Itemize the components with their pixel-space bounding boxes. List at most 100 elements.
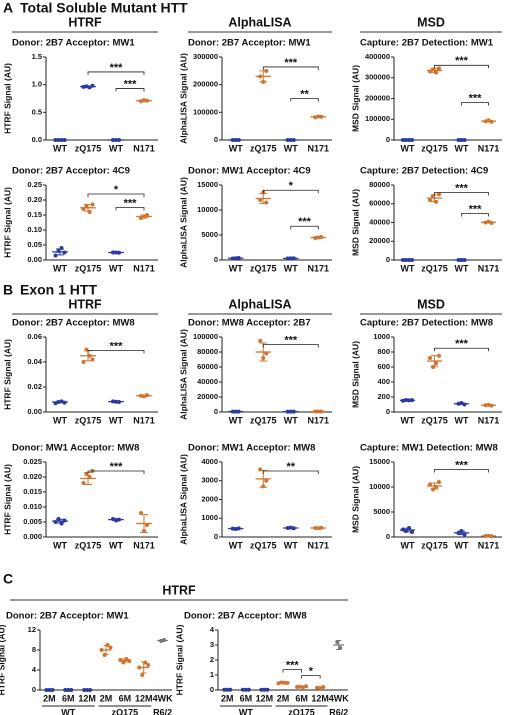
y-tick-label: 800 bbox=[377, 347, 390, 356]
y-tick-label: 600 bbox=[377, 362, 390, 371]
y-tick-label: 15000 bbox=[197, 180, 218, 189]
data-point bbox=[261, 79, 266, 84]
data-point bbox=[431, 67, 435, 72]
data-point bbox=[313, 236, 318, 240]
data-point bbox=[428, 482, 432, 487]
y-tick-label: 0 bbox=[214, 135, 218, 144]
x-tick-label: WT bbox=[401, 143, 415, 153]
data-point bbox=[291, 138, 296, 142]
data-point bbox=[87, 210, 92, 214]
data-point bbox=[319, 235, 324, 239]
significance-bracket bbox=[434, 64, 489, 69]
data-point bbox=[489, 403, 494, 408]
data-point bbox=[459, 258, 464, 262]
y-tick-label: 0.04 bbox=[27, 357, 42, 366]
significance-bracket bbox=[87, 193, 145, 197]
data-point bbox=[335, 640, 340, 644]
data-point bbox=[262, 687, 267, 692]
x-tick-label: zQ175 bbox=[75, 540, 102, 550]
data-point bbox=[288, 256, 293, 261]
significance-bracket bbox=[262, 66, 319, 70]
data-point bbox=[434, 361, 438, 366]
y-tick-label: 3000 bbox=[201, 476, 218, 485]
data-point bbox=[258, 467, 263, 472]
data-point bbox=[437, 353, 441, 358]
data-point bbox=[139, 511, 143, 515]
data-point bbox=[230, 256, 235, 261]
significance-label: * bbox=[289, 180, 294, 192]
data-point bbox=[459, 401, 464, 405]
x-tick-label: zQ175 bbox=[250, 415, 277, 425]
significance-label: ** bbox=[300, 88, 309, 100]
significance-bracket bbox=[434, 192, 489, 196]
significance-label: *** bbox=[469, 203, 483, 215]
y-tick-label: 20000 bbox=[369, 236, 390, 245]
y-tick-label: 100000 bbox=[193, 332, 218, 341]
data-point bbox=[87, 85, 92, 90]
y-tick-label: 200 bbox=[377, 392, 390, 401]
significance-label: *** bbox=[124, 197, 138, 209]
data-point bbox=[462, 402, 467, 407]
data-point bbox=[304, 684, 309, 689]
x-tick-label: WT bbox=[53, 263, 67, 273]
y-axis-label: HTRF Signal (AU) bbox=[0, 624, 6, 695]
data-point bbox=[236, 409, 241, 414]
data-point bbox=[489, 534, 494, 539]
significance-bracket bbox=[87, 470, 145, 474]
y-tick-label: 0.025 bbox=[23, 457, 42, 466]
y-tick-label: 3 bbox=[210, 640, 214, 649]
data-point bbox=[404, 529, 408, 533]
significance-bracket bbox=[115, 88, 145, 92]
data-point bbox=[62, 518, 67, 523]
x-tick-label: WT bbox=[284, 143, 298, 153]
significance-label: *** bbox=[110, 340, 124, 352]
data-point bbox=[88, 688, 93, 692]
y-tick-label: 0.15 bbox=[27, 210, 42, 219]
data-point bbox=[145, 523, 149, 527]
data-point bbox=[316, 235, 321, 240]
data-point bbox=[319, 409, 324, 414]
data-point bbox=[285, 680, 290, 685]
data-point bbox=[139, 216, 143, 220]
y-tick-label: 1000 bbox=[373, 332, 390, 341]
y-tick-label: 10000 bbox=[197, 205, 218, 214]
y-tick-label: 0.020 bbox=[23, 472, 42, 481]
y-tick-label: 0 bbox=[386, 255, 390, 264]
y-tick-label: 0.10 bbox=[27, 225, 42, 234]
data-point bbox=[117, 250, 121, 255]
significance-bracket bbox=[87, 71, 145, 75]
x-tick-label: WT bbox=[229, 415, 243, 425]
data-point bbox=[84, 84, 89, 89]
data-point bbox=[228, 687, 233, 692]
data-point bbox=[114, 399, 118, 404]
x-tick-label: WT bbox=[229, 540, 243, 550]
x-tick-label: 2M bbox=[43, 693, 56, 703]
data-point bbox=[285, 409, 290, 414]
data-point bbox=[264, 351, 269, 356]
significance-bracket bbox=[262, 189, 319, 194]
x-tick-label: N171 bbox=[478, 263, 500, 273]
x-tick-label: zQ175 bbox=[421, 263, 448, 273]
x-tick-label: 2M bbox=[277, 693, 290, 703]
significance-bracket bbox=[262, 470, 319, 474]
data-point bbox=[222, 687, 227, 692]
y-tick-label: 400 bbox=[377, 377, 390, 386]
significance-bracket bbox=[461, 213, 489, 217]
data-point bbox=[486, 118, 491, 123]
data-point bbox=[62, 250, 67, 255]
data-point bbox=[265, 687, 270, 692]
section-letter: A bbox=[3, 0, 13, 16]
data-point bbox=[90, 357, 95, 362]
y-tick-label: 0.20 bbox=[27, 195, 42, 204]
y-tick-label: 1 bbox=[210, 670, 214, 679]
data-point bbox=[145, 98, 149, 103]
data-point bbox=[407, 138, 411, 142]
x-tick-label: WT bbox=[284, 415, 298, 425]
data-point bbox=[44, 688, 49, 692]
data-point bbox=[53, 520, 58, 524]
data-point bbox=[288, 138, 293, 142]
section-letter: C bbox=[3, 571, 13, 587]
data-point bbox=[319, 114, 324, 119]
data-point bbox=[117, 517, 121, 522]
x-tick-label: zQ175 bbox=[250, 263, 277, 273]
